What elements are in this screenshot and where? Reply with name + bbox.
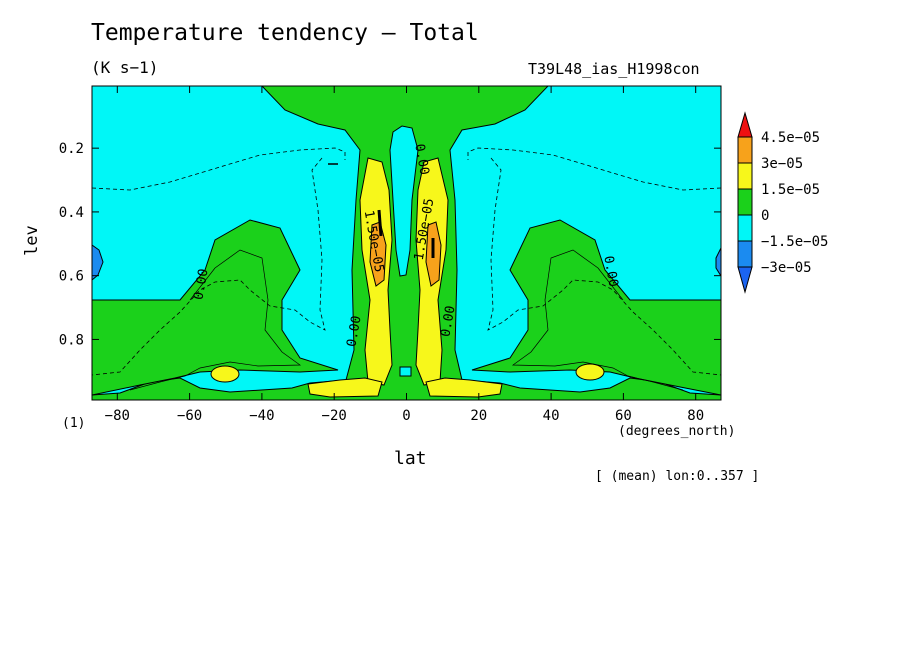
fill-right-blue <box>715 247 721 277</box>
axis-ticks <box>92 86 721 400</box>
colorbar-label: 0 <box>761 208 769 224</box>
y-tick-label: 0.6 <box>59 269 84 285</box>
x-tick-label: 80 <box>687 408 704 424</box>
thin-contour-left <box>129 249 302 391</box>
contour-label: 0.00 <box>411 143 431 176</box>
x-tick-label: −40 <box>249 408 274 424</box>
colorbar-box <box>737 162 753 190</box>
contour-label: 0.00 <box>600 255 620 288</box>
fill-left-green <box>92 219 339 396</box>
thin-contour-right <box>511 249 684 391</box>
colorbar-label: 3e−05 <box>761 156 803 172</box>
colorbar-label: −1.5e−05 <box>761 234 828 250</box>
colorbar-box <box>737 188 753 216</box>
x-tick-labels: −80 −60 −40 −20 0 20 40 60 80 <box>105 408 704 424</box>
dashed-contour-left <box>92 147 346 376</box>
colorbar-bottom-arrow <box>737 266 753 294</box>
x-tick-label: −80 <box>105 408 130 424</box>
fill-center-notch <box>389 125 419 277</box>
contour-label: 0.00 <box>344 315 364 348</box>
colorbar-label: 1.5e−05 <box>761 182 820 198</box>
colorbar: 4.5e−05 3e−05 1.5e−05 0 −1.5e−05 −3e−05 <box>737 111 828 294</box>
colorbar-label: −3e−05 <box>761 260 812 276</box>
dashed-contour-right <box>467 147 721 376</box>
colorbar-label: 4.5e−05 <box>761 130 820 146</box>
x-tick-label: 0 <box>402 408 410 424</box>
thick-core-left <box>377 209 383 237</box>
colorbar-top-arrow <box>737 111 753 138</box>
contour-label: 0.00 <box>438 305 458 338</box>
x-tick-label: −60 <box>177 408 202 424</box>
fill-left-yellow-base <box>307 377 383 398</box>
colorbar-box <box>737 240 753 268</box>
y-tick-labels: 0.2 0.4 0.6 0.8 <box>59 141 84 348</box>
x-axis-label: lat <box>394 448 427 469</box>
chart-title: Temperature tendency — Total <box>91 20 479 46</box>
y-tick-label: 0.4 <box>59 205 84 221</box>
panel-number: (1) <box>62 416 86 431</box>
x-tick-label: 60 <box>615 408 632 424</box>
fill-left-island <box>210 365 240 383</box>
fill-right-island <box>575 363 605 381</box>
chart-units: (K s−1) <box>91 58 159 77</box>
y-tick-label: 0.8 <box>59 332 84 348</box>
mean-note: [ (mean) lon:0..357 ] <box>595 469 760 484</box>
x-tick-label: −20 <box>322 408 347 424</box>
x-axis-units: (degrees_north) <box>618 424 736 439</box>
fill-right-yellow-base <box>425 377 503 398</box>
y-tick-label: 0.2 <box>59 141 84 157</box>
x-tick-label: 40 <box>543 408 560 424</box>
colorbar-box <box>737 136 753 164</box>
colorbar-box <box>737 214 753 242</box>
contour-fill <box>92 86 721 400</box>
fill-center-box <box>399 366 412 377</box>
x-tick-label: 20 <box>470 408 487 424</box>
fill-left-blue <box>92 244 104 281</box>
run-name: T39L48_ias_H1998con <box>528 60 700 78</box>
contour-label: 0.00 <box>191 268 211 301</box>
